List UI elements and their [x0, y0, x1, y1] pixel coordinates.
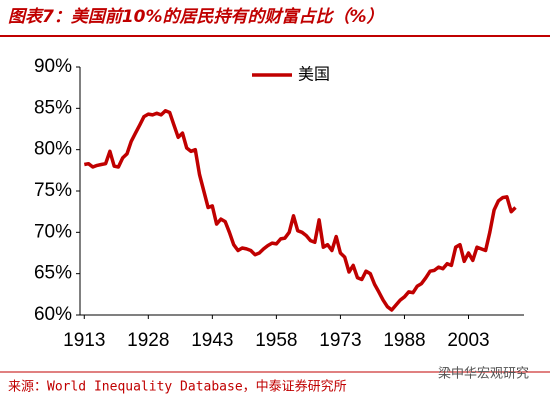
x-tick-label: 2003	[447, 330, 489, 351]
x-tick-label: 1928	[127, 330, 169, 351]
y-tick-label: 90%	[34, 56, 72, 77]
y-tick-label: 85%	[34, 97, 72, 118]
y-tick-label: 75%	[34, 180, 72, 201]
y-tick-label: 70%	[34, 221, 72, 242]
source: 来源：World Inequality Database，中泰证券研究所	[8, 379, 347, 395]
x-tick-label: 1943	[191, 330, 233, 351]
x-tick-label: 1958	[255, 330, 297, 351]
x-tick-label: 1988	[383, 330, 425, 351]
y-tick-label: 80%	[34, 139, 72, 160]
chart-title: 图表7：美国前10%的居民持有的财富占比（%）	[8, 7, 384, 27]
legend-label: 美国	[298, 65, 330, 84]
y-tick-label: 60%	[34, 304, 72, 325]
watermark: 梁中华宏观研究	[438, 367, 529, 382]
y-tick-label: 65%	[34, 263, 72, 284]
x-tick-label: 1913	[63, 330, 105, 351]
x-tick-label: 1973	[319, 330, 361, 351]
data-line	[83, 109, 517, 312]
